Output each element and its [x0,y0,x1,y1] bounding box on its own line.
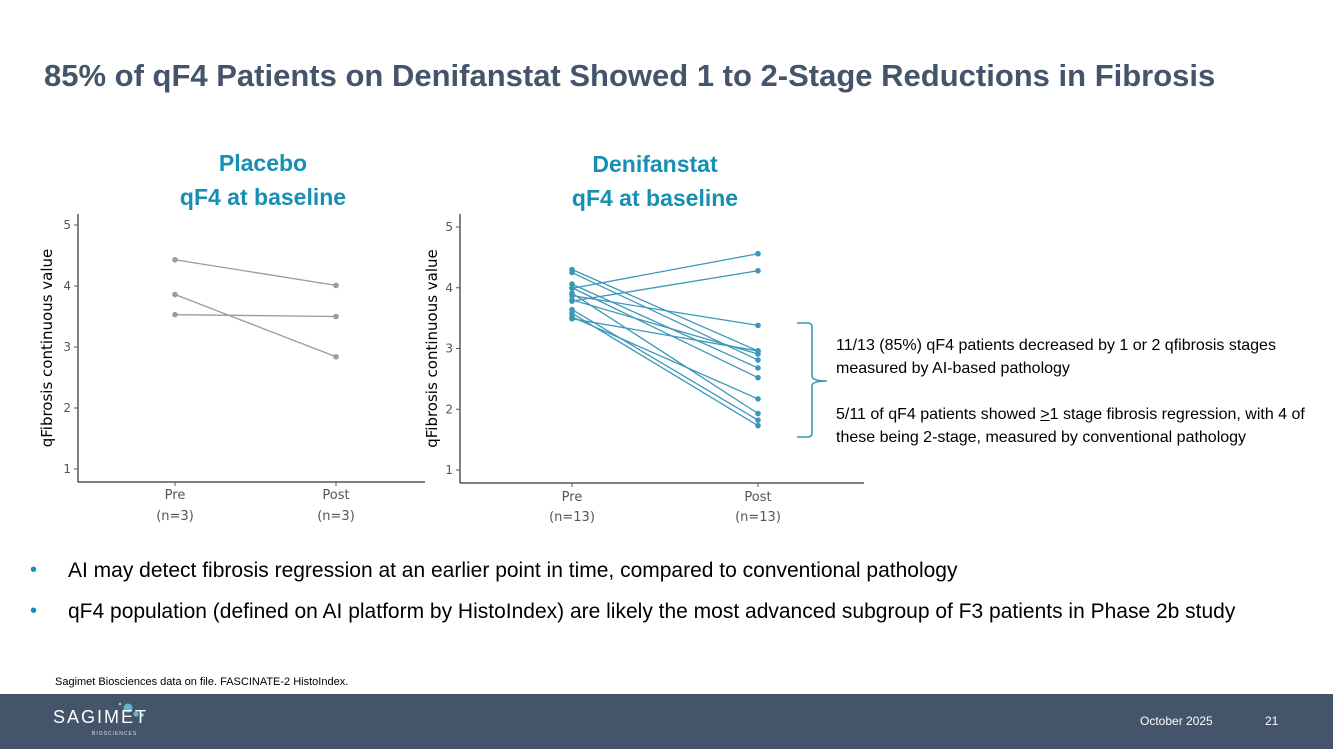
series-line [571,316,759,400]
data-point-post [333,353,339,360]
logo: SAGIMET [53,707,149,727]
data-point-post [755,322,761,329]
series-line [571,270,759,302]
data-point-pre [569,285,575,292]
placebo-title-line-2: qF4 at baseline [179,184,347,210]
x-count-label: (n=13) [549,510,595,525]
y-tick-label: 2 [445,402,453,416]
annotation-conventional-ge: > [1040,406,1050,423]
logo-subtitle: BIOSCIENCES [92,731,138,737]
annotation-conventional-prefix: 5/11 of qF4 patients showed [836,406,1041,423]
y-tick-label: 5 [445,220,453,234]
data-point-pre [172,291,178,298]
data-point-pre [569,292,575,299]
bullet-list: • AI may detect fibrosis regression at a… [28,556,1288,638]
data-point-pre [569,298,575,304]
bullet-dot: • [30,600,38,622]
series-line [174,314,337,318]
series-line [571,283,759,369]
footer-bar: SAGIMET BIOSCIENCES October 2025 21 [0,694,1333,749]
series-line [571,295,759,327]
denifanstat-title-line-2: qF4 at baseline [571,185,739,211]
data-point-post [755,410,761,417]
x-count-label: (n=3) [317,509,355,524]
source-note: Sagimet Biosciences data on file. FASCIN… [55,676,349,688]
data-point-post [755,374,761,381]
series-line [571,312,759,427]
y-tick-label: 5 [63,218,71,232]
x-tick-label: Pre [165,488,186,503]
slide-title: 85% of qF4 Patients on Denifanstat Showe… [44,58,1216,93]
data-point-post [755,422,761,429]
denifanstat-chart-title: Denifanstat qF4 at baseline [555,147,755,215]
series-line [571,287,759,379]
data-point-post [755,250,761,257]
annotation-ai: 11/13 (85%) qF4 patients decreased by 1 … [836,337,1276,377]
annotation-conventional: 5/11 of qF4 patients showed >1 stage fib… [836,403,1306,449]
data-point-pre [569,269,575,276]
series-line [174,259,337,287]
series-line [571,253,759,289]
series-line [571,292,759,415]
bullet-text: AI may detect fibrosis regression at an … [68,559,958,582]
y-tick-label: 3 [445,342,453,356]
y-tick-label: 3 [63,340,71,354]
data-point-pre [172,311,178,318]
data-point-pre [172,256,178,263]
series-line [174,293,337,358]
x-count-label: (n=13) [735,510,781,525]
placebo-chart-title: Placebo qF4 at baseline [163,146,363,214]
bullet-text: qF4 population (defined on AI platform b… [68,600,1236,623]
data-point-post [755,267,761,274]
data-point-post [755,417,761,423]
x-tick-label: Post [744,490,771,505]
series-line [571,309,759,421]
annotation-conventional-suffix: 1 stage fibrosis regression, with 4 of t… [836,406,1305,446]
y-tick-label: 1 [445,463,453,477]
data-point-post [755,396,761,402]
data-point-post [755,357,761,363]
data-point-post [333,313,339,320]
logo-dots-icon [118,702,144,717]
denifanstat-title-line-1: Denifanstat [592,151,718,177]
series-line [571,318,759,352]
data-point-post [333,282,339,289]
footer-date: October 2025 [1140,714,1213,728]
bullet-dot: • [30,559,38,581]
y-tick-label: 2 [63,401,71,415]
placebo-title-line-1: Placebo [218,150,308,176]
data-point-post [755,365,761,371]
x-tick-label: Post [322,488,349,503]
data-point-pre [569,315,575,322]
bullet-item: • AI may detect fibrosis regression at a… [28,556,1288,585]
bullet-item: • qF4 population (defined on AI platform… [28,597,1288,626]
page-number: 21 [1265,714,1279,728]
y-tick-label: 4 [445,281,453,295]
y-axis-label: qFibrosis continuous value [38,249,56,448]
y-tick-label: 1 [63,462,71,476]
x-tick-label: Pre [562,490,583,505]
y-axis-label: qFibrosis continuous value [423,249,441,448]
data-point-post [755,348,761,354]
y-tick-label: 4 [63,279,71,293]
x-count-label: (n=3) [156,509,194,524]
